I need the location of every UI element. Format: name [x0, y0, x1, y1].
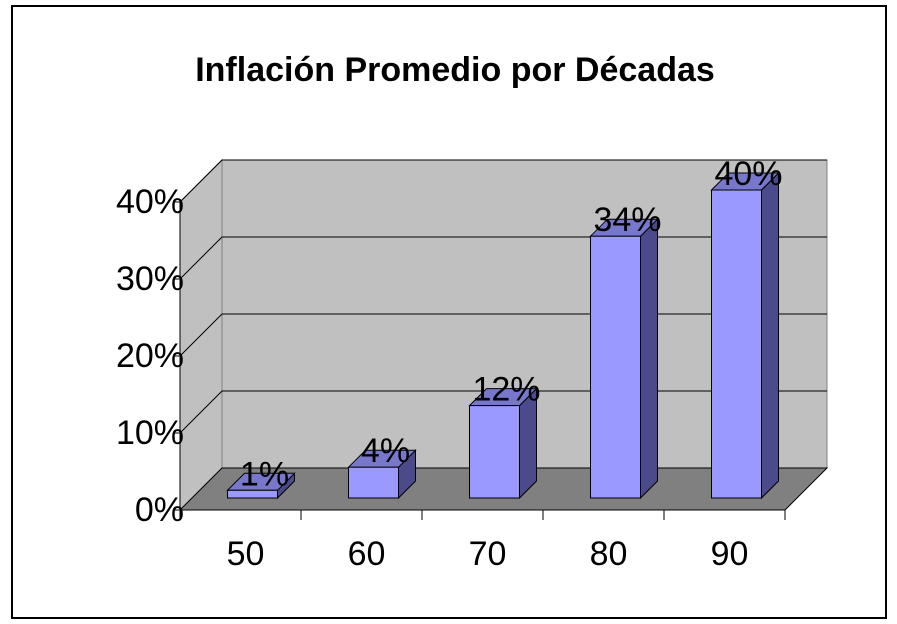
data-label: 40%: [714, 155, 782, 193]
bar: [711, 189, 762, 499]
bar: [227, 489, 278, 499]
x-tick-label: 70: [469, 535, 507, 573]
bar: [590, 235, 641, 499]
bar: [348, 466, 399, 499]
data-label: 34%: [593, 201, 661, 239]
x-tick-label: 60: [348, 535, 386, 573]
data-label: 1%: [240, 455, 289, 493]
x-tick-label: 80: [590, 535, 628, 573]
x-tick-label: 50: [227, 535, 265, 573]
y-tick-label: 10%: [116, 414, 184, 452]
data-label: 12%: [472, 371, 540, 409]
y-tick-label: 30%: [116, 260, 184, 298]
grid-line: [179, 159, 827, 203]
bar-side: [761, 171, 779, 500]
bar: [469, 405, 520, 499]
x-tick-label: 90: [711, 535, 749, 573]
y-tick-label: 40%: [116, 183, 184, 221]
y-tick-label: 20%: [116, 337, 184, 375]
chart-title: Inflación Promedio por Décadas: [195, 51, 715, 89]
bar-side: [640, 217, 658, 500]
data-label: 4%: [361, 432, 410, 470]
